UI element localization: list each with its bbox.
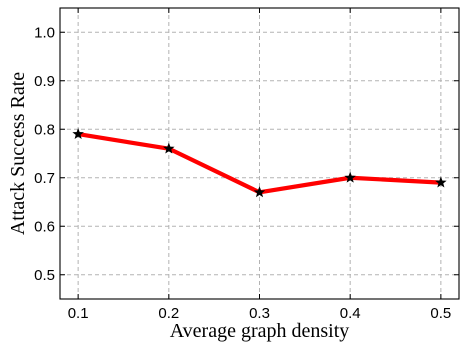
y-tick-label: 0.7 [34,170,55,187]
data-series [72,128,447,198]
data-point-star [253,186,266,198]
x-tick-label: 0.4 [340,305,361,322]
x-tick-label: 0.5 [430,305,451,322]
data-point-star [72,128,84,139]
y-tick-label: 0.9 [34,73,55,90]
axis-ticks [60,8,459,299]
data-point-star [435,176,447,188]
x-tick-label: 0.1 [68,305,89,322]
y-tick-label: 1.0 [34,24,55,41]
data-point-star [344,171,356,183]
tick-labels: 0.1 0.2 0.3 0.4 0.5 0.5 0.6 0.7 0.8 0.9 1.0 [34,24,451,322]
y-tick-label: 0.5 [34,267,55,284]
y-tick-label: 0.8 [34,121,55,138]
x-axis-label: Average graph density [170,320,350,342]
data-point-star [163,142,175,154]
plot-frame [59,7,460,300]
y-tick-label: 0.6 [34,218,55,235]
y-axis-label: Attack Success Rate [7,72,29,235]
x-tick-label: 0.3 [249,305,270,322]
x-tick-label: 0.2 [158,305,179,322]
grid-lines [60,8,459,299]
